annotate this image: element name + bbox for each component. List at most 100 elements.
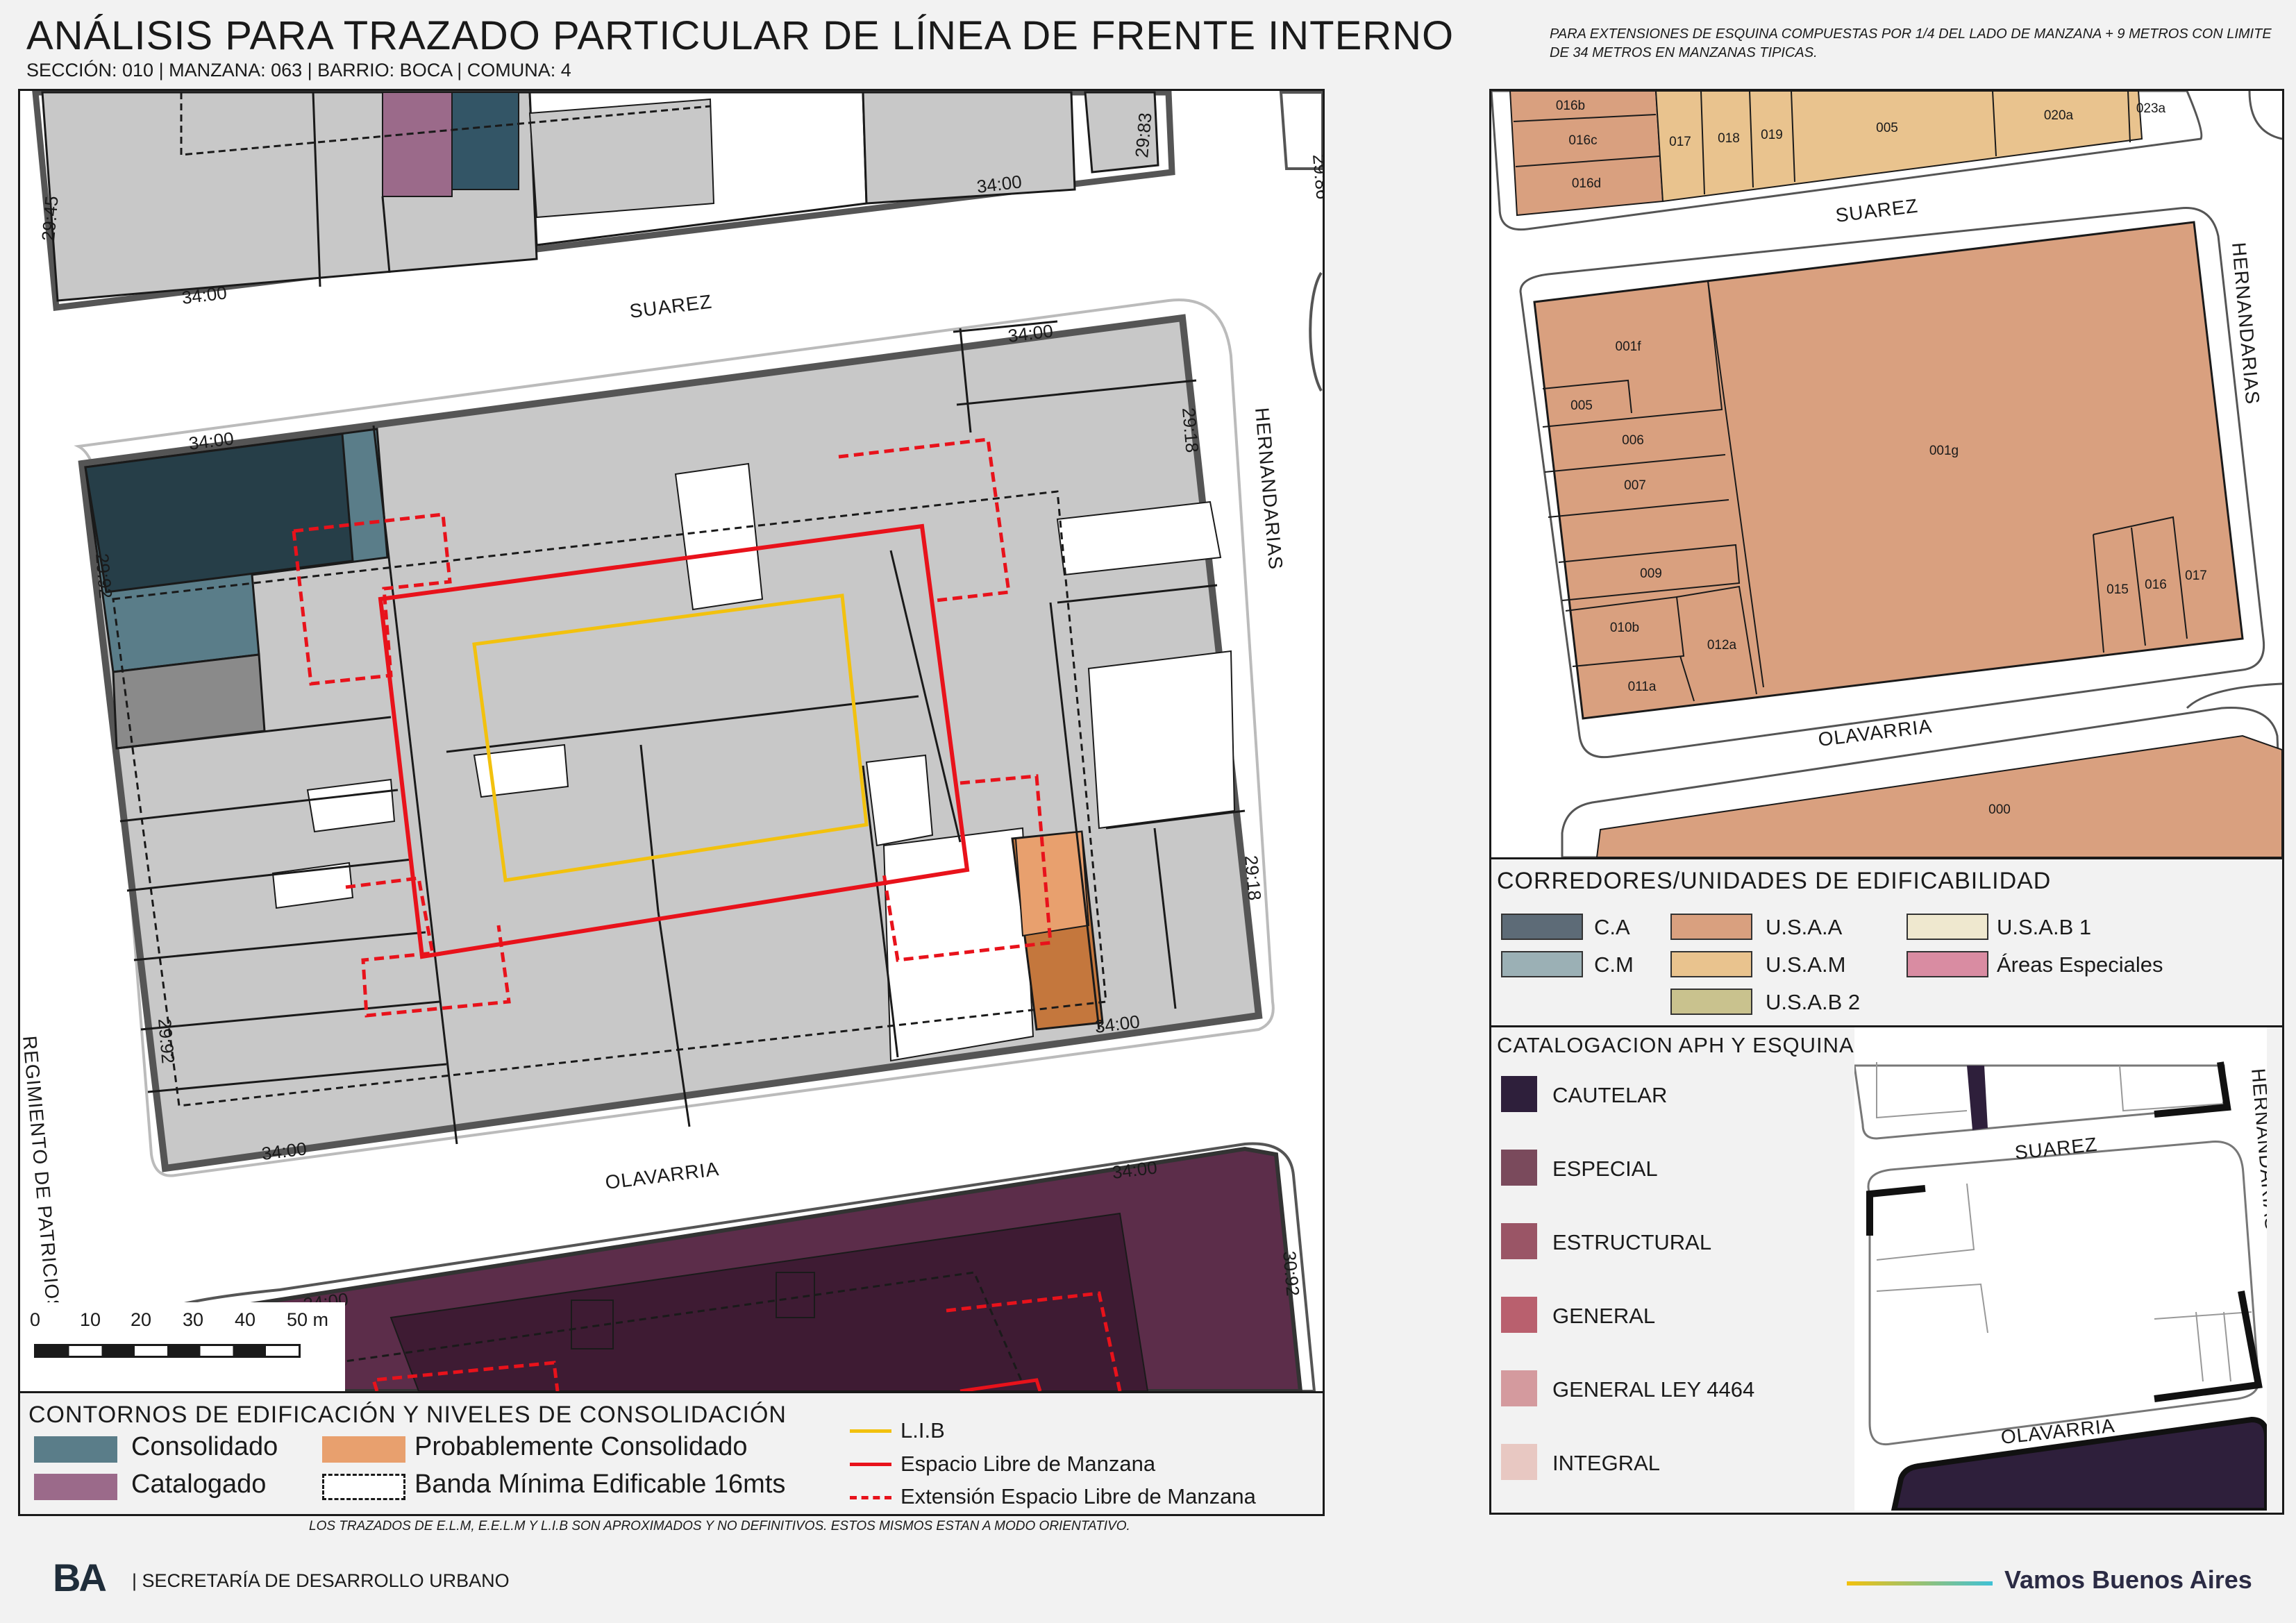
label-general: GENERAL xyxy=(1552,1304,1656,1328)
swatch-catalogado xyxy=(34,1474,117,1500)
dim-far-right: 29:86 xyxy=(1309,153,1323,200)
swatch-ca xyxy=(1501,914,1583,940)
scale-tick-50: 50 m xyxy=(287,1309,329,1330)
line-elm xyxy=(850,1463,891,1466)
parcel-map-panel: 016b 016c 016d 017 018 019 005 020a 023a… xyxy=(1489,89,2284,859)
label-banda: Banda Mínima Edificable 16mts xyxy=(414,1470,786,1499)
scale-tick-10: 10 xyxy=(80,1309,101,1330)
swatch-integral xyxy=(1501,1444,1537,1480)
lot-005-top: 005 xyxy=(1876,121,1898,135)
swatch-especial xyxy=(1501,1150,1537,1186)
scale-tick-30: 30 xyxy=(183,1309,204,1330)
lot-019-top: 019 xyxy=(1761,128,1783,142)
lot-006: 006 xyxy=(1622,433,1644,448)
swatch-usaa xyxy=(1670,914,1752,940)
legend-corridors-title: CORREDORES/UNIDADES DE EDIFICABILIDAD xyxy=(1497,868,2052,894)
lot-007: 007 xyxy=(1624,478,1646,493)
dim-north-block-right: 29:83 xyxy=(1131,112,1156,158)
street-north: SUAREZ xyxy=(628,291,713,322)
parcel-map: 016b 016c 016d 017 018 019 005 020a 023a… xyxy=(1491,91,2282,857)
label-catalogado: Catalogado xyxy=(131,1470,267,1499)
swatch-cautelar xyxy=(1501,1076,1537,1112)
lot-023a: 023a xyxy=(2136,101,2166,116)
swatch-areas-especiales xyxy=(1907,951,1988,977)
lot-020a: 020a xyxy=(2044,108,2074,123)
lot-011a: 011a xyxy=(1628,680,1657,694)
main-map-panel: 34:00 34:00 29:45 29:83 29:86 34:00 34:0… xyxy=(18,89,1325,1395)
parcel-street-north: SUAREZ xyxy=(1834,195,1919,226)
lot-016c: 016c xyxy=(1568,133,1597,148)
label-lib: L.I.B xyxy=(900,1418,945,1443)
swatch-usab2 xyxy=(1670,989,1752,1015)
swatch-usab1 xyxy=(1907,914,1988,940)
lot-001f: 001f xyxy=(1616,339,1642,354)
swatch-general xyxy=(1501,1297,1537,1333)
label-usaa: U.S.A.A xyxy=(1766,915,1843,939)
lot-018-top: 018 xyxy=(1718,131,1740,146)
scale-bar-graphic xyxy=(34,1344,301,1358)
disclaimer: LOS TRAZADOS DE E.L.M, E.E.L.M Y L.I.B S… xyxy=(309,1519,1130,1533)
dim-main-right-lower: 29:18 xyxy=(1241,855,1266,901)
swatch-probable xyxy=(322,1436,405,1463)
lot-010b: 010b xyxy=(1610,621,1639,635)
lot-009: 009 xyxy=(1640,566,1662,581)
dim-main-left-upper: 29:92 xyxy=(92,553,117,599)
street-south: OLAVARRIA xyxy=(604,1158,721,1193)
ba-logo: BA xyxy=(53,1556,107,1599)
scale-bar: 0 10 20 30 40 50 m xyxy=(20,1302,345,1395)
scale-tick-0: 0 xyxy=(30,1309,41,1330)
main-block xyxy=(74,298,1275,1177)
swatch-estructural xyxy=(1501,1223,1537,1259)
lot-017: 017 xyxy=(2185,569,2207,583)
brand-line xyxy=(1847,1581,1993,1586)
label-usab2: U.S.A.B 2 xyxy=(1766,990,1861,1014)
lot-005: 005 xyxy=(1570,398,1593,413)
label-cautelar: CAUTELAR xyxy=(1552,1083,1668,1107)
scale-tick-40: 40 xyxy=(235,1309,256,1330)
lot-000: 000 xyxy=(1988,802,2011,817)
label-areas-especiales: Áreas Especiales xyxy=(1997,952,2163,977)
lot-016: 016 xyxy=(2145,578,2167,592)
label-general-ley: GENERAL LEY 4464 xyxy=(1552,1377,1755,1402)
scale-tick-20: 20 xyxy=(131,1309,152,1330)
label-usab1: U.S.A.B 1 xyxy=(1997,915,2092,939)
lot-001g: 001g xyxy=(1929,444,1959,458)
swatch-consolidado xyxy=(34,1436,117,1463)
lot-015: 015 xyxy=(2106,582,2129,597)
street-west: REGIMIENTO DE PATRICIOS xyxy=(20,1035,65,1314)
page-title: ANÁLISIS PARA TRAZADO PARTICULAR DE LÍNE… xyxy=(26,13,1455,58)
north-block xyxy=(30,91,1182,312)
legend-aph: CATALOGACION APH Y ESQUINAS A ANALIZAR C… xyxy=(1489,1025,2284,1515)
main-map: 34:00 34:00 29:45 29:83 29:86 34:00 34:0… xyxy=(20,91,1323,1391)
swatch-cm xyxy=(1501,951,1583,977)
label-usam: U.S.A.M xyxy=(1766,952,1846,977)
dim-main-right-upper: 29:18 xyxy=(1178,407,1203,453)
lot-017-top: 017 xyxy=(1669,135,1691,149)
label-especial: ESPECIAL xyxy=(1552,1157,1658,1181)
label-consolidado: Consolidado xyxy=(131,1432,278,1461)
header-note: PARA EXTENSIONES DE ESQUINA COMPUESTAS P… xyxy=(1550,26,2272,60)
lot-016b: 016b xyxy=(1556,99,1585,113)
line-eelm xyxy=(850,1496,891,1499)
legend-main-title: CONTORNOS DE EDIFICACIÓN Y NIVELES DE CO… xyxy=(28,1402,787,1428)
swatch-banda xyxy=(322,1474,405,1500)
slogan: Vamos Buenos Aires xyxy=(2004,1565,2252,1594)
line-lib xyxy=(850,1429,891,1433)
swatch-usam xyxy=(1670,951,1752,977)
label-probable: Probablemente Consolidado xyxy=(414,1432,748,1461)
lot-012a: 012a xyxy=(1707,638,1737,653)
dim-south-right: 30:92 xyxy=(1279,1250,1304,1297)
label-eelm: Extensión Espacio Libre de Manzana xyxy=(900,1484,1256,1508)
legend-corridors: CORREDORES/UNIDADES DE EDIFICABILIDAD C.… xyxy=(1489,857,2284,1027)
swatch-general-ley xyxy=(1501,1370,1537,1406)
south-block xyxy=(153,1142,1316,1391)
street-east: HERNANDARIAS xyxy=(1251,407,1287,571)
label-cm: C.M xyxy=(1594,952,1634,977)
page-subtitle: SECCIÓN: 010 | MANZANA: 063 | BARRIO: BO… xyxy=(26,60,571,81)
aph-mini-map: SUAREZ HERNANDARIAS OLAVARRIA xyxy=(1854,1027,2267,1511)
label-ca: C.A xyxy=(1594,915,1630,939)
label-integral: INTEGRAL xyxy=(1552,1451,1661,1475)
label-elm: Espacio Libre de Manzana xyxy=(900,1452,1156,1476)
aph-street-east: HERNANDARIAS xyxy=(2247,1068,2267,1231)
legend-main: CONTORNOS DE EDIFICACIÓN Y NIVELES DE CO… xyxy=(18,1391,1325,1516)
